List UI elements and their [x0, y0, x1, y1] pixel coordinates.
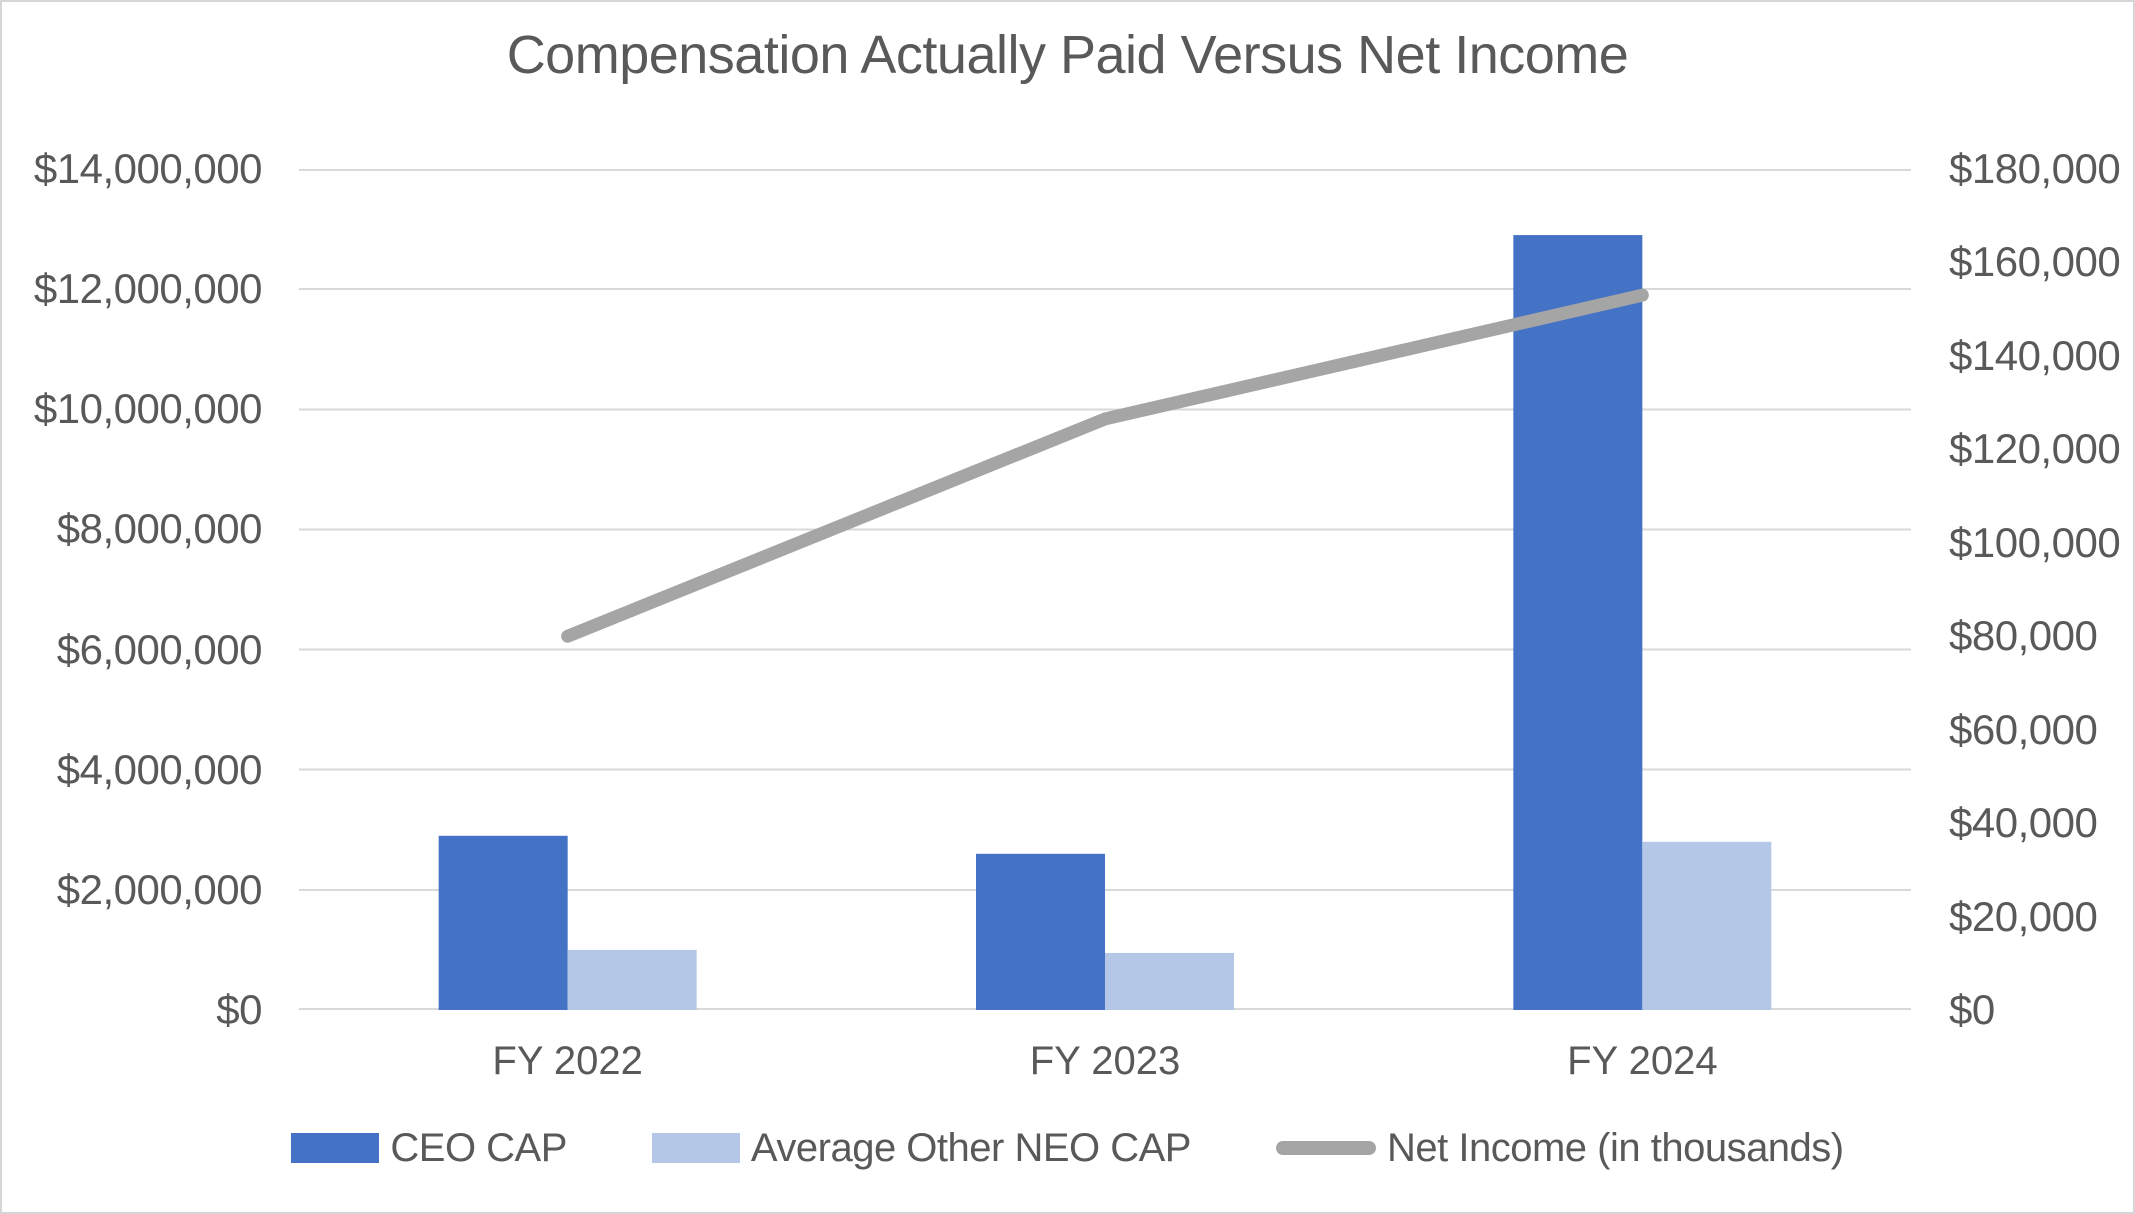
left-axis-tick-label: $0: [216, 986, 262, 1033]
left-axis-tick-label: $12,000,000: [33, 265, 263, 313]
legend-label: CEO CAP: [390, 1125, 567, 1170]
bar-ceo-cap-fy-2022: [438, 835, 568, 1010]
plot-area: [299, 169, 1911, 1010]
x-axis-category-label: FY 2023: [1029, 1039, 1181, 1083]
legend-label: Net Income (in thousands): [1387, 1125, 1844, 1170]
left-axis: $0 $2,000,000 $4,000,000 $6,000,000 $8,000,0…: [2, 148, 263, 1031]
x-axis-category-label: FY 2024: [1567, 1039, 1718, 1083]
legend-swatch-bar-icon: [651, 1133, 740, 1163]
right-axis-tick-label: $140,000: [1949, 331, 2121, 379]
chart-title: Compensation Actually Paid Versus Net In…: [506, 25, 1629, 85]
left-axis-tick-label: $4,000,000: [56, 745, 263, 793]
legend-swatch-bar-icon: [291, 1133, 380, 1163]
net-income-line: [561, 288, 1649, 643]
x-axis: FY 2022 FY 2023 FY 2024: [299, 1039, 1911, 1089]
legend-item-average-other-neo-cap: Average Other NEO CAP: [651, 1125, 1192, 1171]
bar-ceo-cap-fy-2024: [1513, 235, 1643, 1010]
right-axis-tick-label: $100,000: [1949, 518, 2121, 566]
left-axis-tick-label: $10,000,000: [33, 385, 263, 433]
bar-average-other-neo-cap-fy-2022: [567, 949, 697, 1010]
x-axis-category-label: FY 2022: [492, 1039, 643, 1083]
right-axis-tick-label: $0: [1949, 986, 1995, 1033]
left-axis-tick-label: $2,000,000: [56, 865, 263, 913]
legend-label: Average Other NEO CAP: [750, 1125, 1192, 1170]
right-axis-tick-label: $20,000: [1949, 892, 2098, 940]
right-axis-tick-label: $80,000: [1949, 612, 2098, 660]
legend-swatch-line-icon: [1276, 1141, 1376, 1155]
legend-item-net-income: Net Income (in thousands): [1276, 1126, 1844, 1171]
right-axis-tick-label: $60,000: [1949, 705, 2098, 753]
right-axis-tick-label: $120,000: [1949, 425, 2121, 473]
left-axis-tick-label: $8,000,000: [56, 505, 263, 553]
right-axis-tick-label: $160,000: [1949, 238, 2121, 286]
left-axis-tick-label: $6,000,000: [56, 625, 263, 673]
right-axis: $0 $20,000 $40,000 $60,000 $80,000 $100,000 $1…: [1949, 148, 2133, 1031]
right-axis-tick-label: $180,000: [1949, 145, 2121, 192]
bar-average-other-neo-cap-fy-2024: [1642, 841, 1772, 1010]
legend: CEO CAP Average Other NEO CAP Net Income…: [2, 1120, 2133, 1176]
right-axis-tick-label: $40,000: [1949, 799, 2098, 847]
legend-item-ceo-cap: CEO CAP: [291, 1126, 567, 1171]
left-axis-tick-label: $14,000,000: [33, 145, 263, 192]
bar-average-other-neo-cap-fy-2023: [1105, 952, 1234, 1010]
bar-ceo-cap-fy-2023: [976, 853, 1105, 1010]
